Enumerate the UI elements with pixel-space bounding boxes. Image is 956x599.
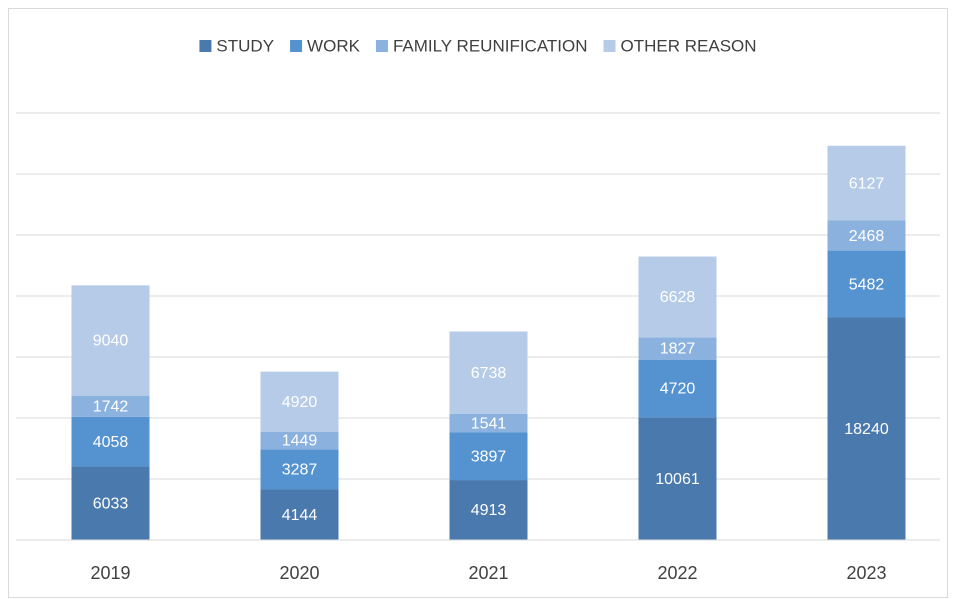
legend-swatch	[199, 40, 212, 52]
bar-segment	[449, 432, 528, 481]
bar-segment	[449, 331, 528, 414]
data-label: 2468	[849, 228, 885, 245]
bar-segment	[638, 359, 717, 418]
bar-segment	[449, 413, 528, 433]
bar-segment	[638, 256, 717, 338]
bar-segment	[260, 371, 339, 432]
data-label: 10061	[655, 471, 700, 488]
legend-label: FAMILY REUNIFICATION	[393, 36, 588, 55]
bar-segment	[260, 489, 339, 540]
data-label: 4913	[471, 502, 507, 519]
data-label: 4720	[660, 381, 696, 398]
x-tick-label: 2023	[846, 563, 886, 583]
legend-label: OTHER REASON	[621, 36, 757, 55]
bar-segment	[638, 417, 717, 540]
data-label: 6628	[660, 289, 696, 306]
legend-swatch	[290, 40, 303, 52]
legend-label: STUDY	[216, 36, 274, 55]
data-label: 4144	[282, 507, 318, 524]
bar-segment	[71, 395, 150, 417]
data-label: 4058	[93, 434, 129, 451]
data-label: 9040	[93, 333, 129, 350]
data-label: 1742	[93, 398, 129, 415]
data-label: 6033	[93, 495, 129, 512]
bar-segment	[449, 480, 528, 540]
bar-segment	[260, 431, 339, 450]
legend-swatch	[603, 40, 616, 52]
bar-segment	[260, 449, 339, 490]
bar-segment	[638, 337, 717, 360]
data-label: 4920	[282, 394, 318, 411]
bar-segment	[827, 220, 906, 251]
x-tick-label: 2019	[90, 563, 130, 583]
legend-swatch	[375, 40, 388, 52]
bar-segment	[71, 285, 150, 396]
data-label: 3287	[282, 462, 318, 479]
data-label: 6738	[471, 365, 507, 382]
data-label: 6127	[849, 175, 885, 192]
bar-segment	[827, 317, 906, 540]
data-label: 18240	[844, 421, 889, 438]
legend-label: WORK	[307, 36, 361, 55]
data-label: 1449	[282, 433, 318, 450]
bar-segment	[71, 466, 150, 540]
data-label: 1827	[660, 341, 696, 358]
data-label: 1541	[471, 415, 507, 432]
data-label: 5482	[849, 276, 885, 293]
data-label: 3897	[471, 449, 507, 466]
x-tick-label: 2020	[279, 563, 319, 583]
bar-segment	[827, 145, 906, 221]
bar-segment	[827, 250, 906, 318]
bar-segment	[71, 416, 150, 467]
x-tick-label: 2021	[468, 563, 508, 583]
x-tick-label: 2022	[657, 563, 697, 583]
